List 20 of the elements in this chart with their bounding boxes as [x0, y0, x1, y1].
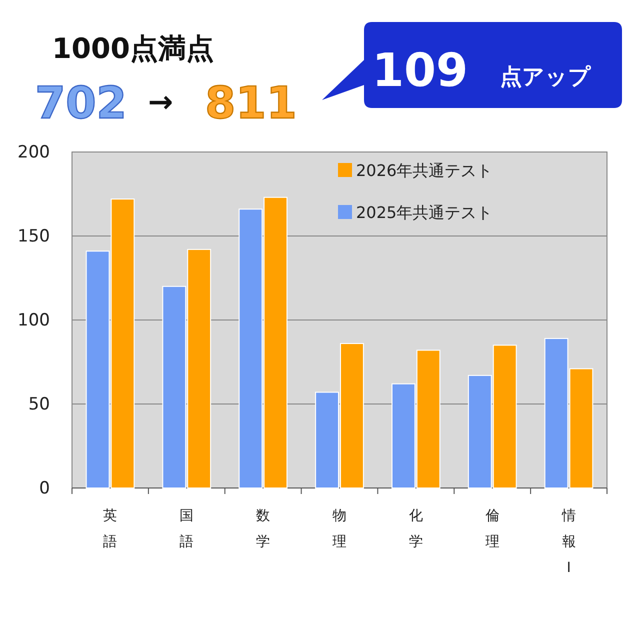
text: 1000点満点 — [52, 32, 214, 65]
text: 702 — [35, 78, 127, 129]
x-tick-label: 英語 — [103, 508, 118, 550]
y-tick-label: 0 — [39, 478, 50, 498]
legend-label: 2026年共通テスト — [356, 161, 493, 180]
text: → — [148, 85, 174, 120]
y-tick-label: 200 — [18, 142, 50, 162]
x-tick-label: 倫理 — [484, 508, 500, 550]
text: 点アップ — [500, 65, 591, 90]
x-tick-label: 化学 — [408, 508, 423, 550]
x-tick-label: 物理 — [332, 508, 346, 550]
x-tick-label: 情報Ⅰ — [560, 508, 576, 576]
legend-label: 2025年共通テスト — [356, 203, 493, 222]
y-tick-label: 100 — [18, 310, 50, 330]
text: 811 — [205, 78, 297, 129]
text: 109 — [372, 43, 468, 97]
x-tick-label: 数学 — [256, 508, 270, 550]
y-tick-label: 50 — [28, 394, 50, 414]
y-tick-label: 150 — [18, 226, 50, 246]
x-tick-label: 国語 — [180, 508, 194, 550]
